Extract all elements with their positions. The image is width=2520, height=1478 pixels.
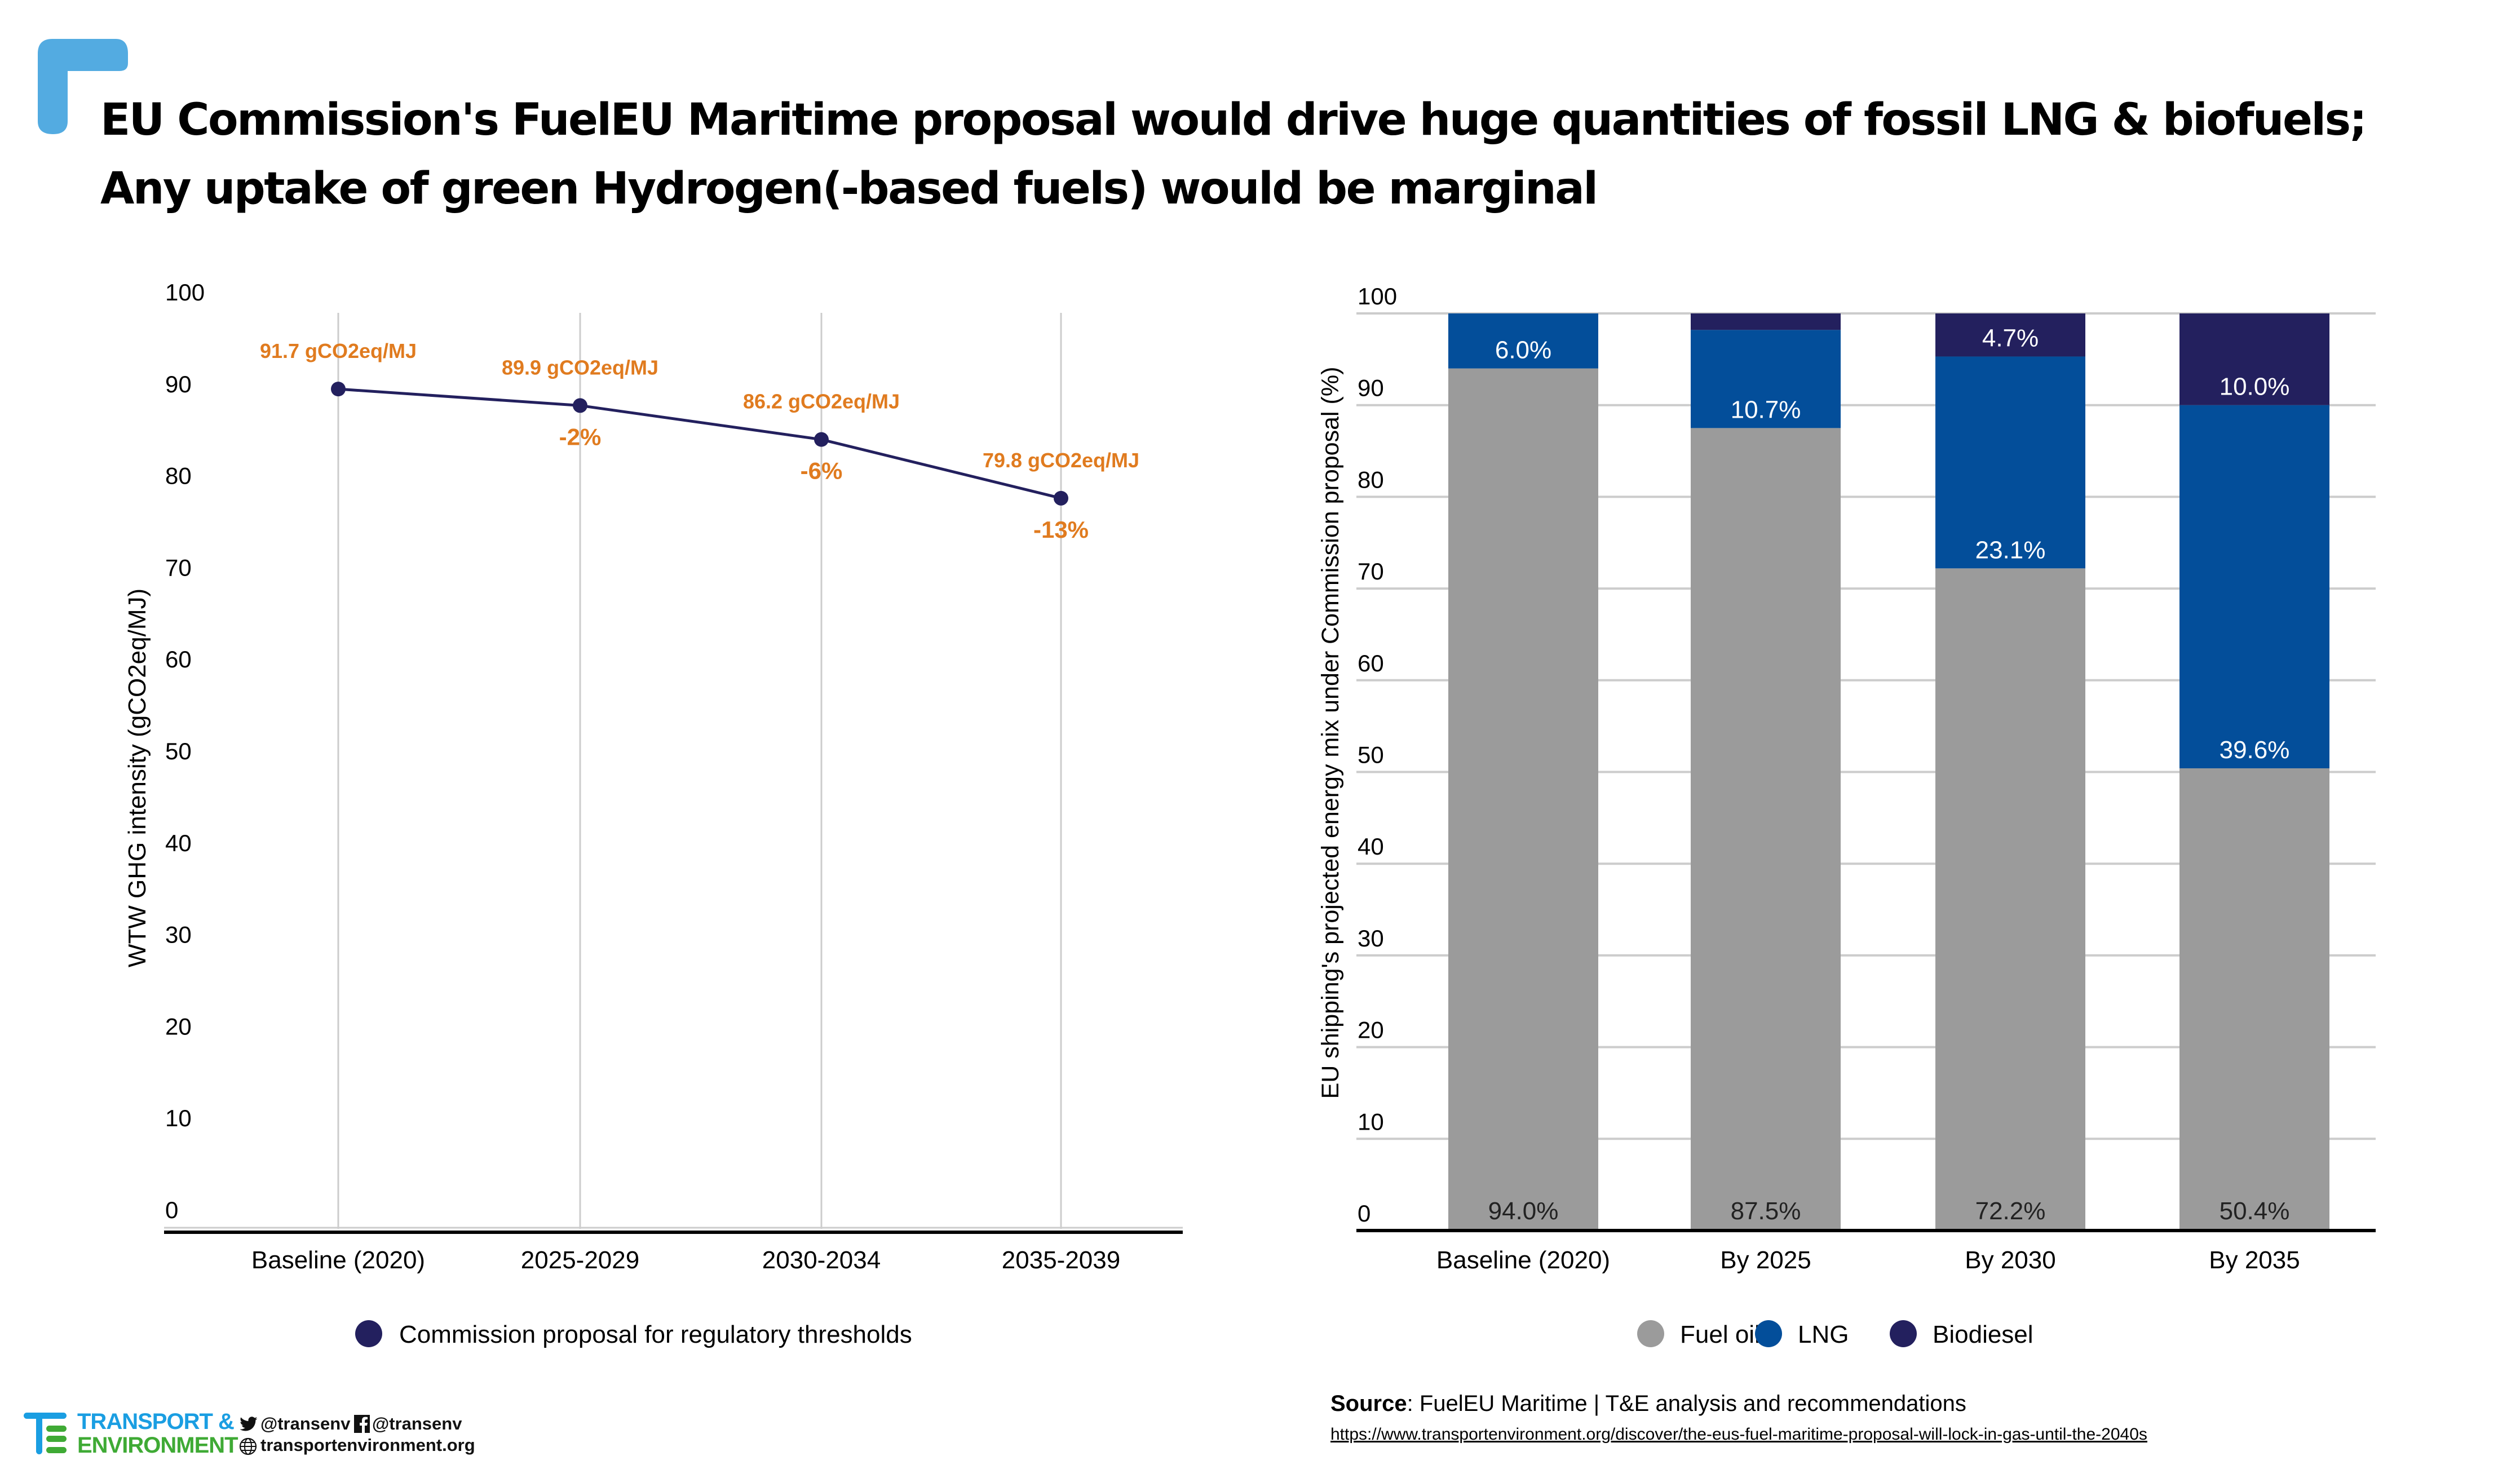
x-tick-label: By 2030 [1965,1246,2055,1274]
series-line-commission [338,387,1062,500]
te-logo-icon [24,1413,67,1454]
globe-icon [239,1437,257,1455]
bar-stack: 72.2% 23.1% 4.7% [1935,313,2085,1231]
bar-label-lng: 39.6% [2220,736,2290,764]
bar-label-fuel-oil: 72.2% [1975,1197,2046,1225]
y-tick-label: 60 [165,646,192,672]
bar-stack: 50.4% 39.6% 10.0% [2179,313,2329,1231]
data-point [331,382,346,397]
y-tick-label: 40 [165,830,192,856]
y-tick-label: 30 [1358,925,1384,952]
value-label: 79.8 gCO2eq/MJ [983,449,1139,472]
y-tick-label: 0 [165,1197,178,1223]
legend-label-biodiesel: Biodiesel [1933,1321,2033,1348]
facebook-handle[interactable]: @transenv [372,1414,462,1433]
y-tick-label: 50 [1358,742,1384,768]
x-tick-label: 2025-2029 [521,1246,639,1274]
bar-segment-fuel-oil [1448,368,1598,1231]
legend-marker-commission [355,1320,382,1347]
bar-stack: 87.5% 10.7% [1691,313,1841,1231]
source-link[interactable]: https://www.transportenvironment.org/dis… [1330,1425,2147,1444]
chart-title-line-1: EU Commission's FuelEU Maritime proposal… [100,95,2367,145]
x-tick-label: By 2035 [2209,1246,2300,1274]
bar-label-lng: 23.1% [1975,536,2046,564]
x-tick-label: Baseline (2020) [1436,1246,1610,1274]
line-legend: Commission proposal for regulatory thres… [355,1320,912,1348]
bar-label-fuel-oil: 50.4% [2220,1197,2290,1225]
y-tick-label: 60 [1358,650,1384,676]
y-tick-label: 80 [165,463,192,489]
legend-label-lng: LNG [1798,1321,1849,1348]
legend-marker-fuel-oil [1637,1320,1664,1347]
y-tick-label: 80 [1358,466,1384,493]
value-label: 86.2 gCO2eq/MJ [743,390,900,413]
value-label: 89.9 gCO2eq/MJ [502,356,658,379]
chart-title-line-2: Any uptake of green Hydrogen(-based fuel… [100,163,1598,214]
x-tick-label: 2035-2039 [1002,1246,1120,1274]
y-tick-label: 90 [1358,375,1384,401]
x-tick-label: Baseline (2020) [251,1246,425,1274]
y-tick-label: 30 [165,922,192,948]
bar-segment-fuel-oil [1935,568,2085,1231]
twitter-handle[interactable]: @transenv [260,1414,351,1433]
twitter-icon [240,1417,258,1431]
change-label: -2% [559,423,602,450]
source-note: Source: FuelEU Maritime | T&E analysis a… [1330,1391,1966,1417]
y-tick-label: 0 [1358,1200,1370,1227]
legend-marker-lng [1755,1320,1782,1347]
y-tick-label: 90 [165,371,192,397]
y-tick-label: 20 [1358,1017,1384,1043]
logo-text-environment: ENVIRONMENT [77,1433,238,1458]
bar-segment-fuel-oil [1691,428,1841,1231]
bar-segment-biodiesel [2179,313,2329,405]
source-text: : FuelEU Maritime | T&E analysis and rec… [1407,1391,1966,1416]
line-chart: 0 10 20 30 40 50 60 70 80 90 100 WTW GHG intensity… [123,279,1183,1348]
y-tick-label: 50 [165,738,192,764]
data-point [573,398,587,413]
y-tick-label: 10 [1358,1108,1384,1135]
source-label: Source [1330,1391,1407,1416]
facebook-icon [354,1415,370,1433]
y-tick-label: 70 [1358,558,1384,585]
y-axis-label: WTW GHG intensity (gCO2eq/MJ) [123,588,151,967]
y-tick-label: 100 [165,279,205,306]
bar-label-biodiesel: 10.0% [2220,373,2290,401]
bar-label-biodiesel: 4.7% [1982,324,2039,352]
value-label: 91.7 gCO2eq/MJ [260,339,417,362]
bar-segment-lng [1448,313,1598,369]
y-axis-label: EU shipping's projected energy mix under… [1317,367,1344,1099]
x-tick-label: By 2025 [1720,1246,1811,1274]
data-point [1054,490,1068,506]
bar-label-lng: 6.0% [1495,337,1551,364]
bar-segment-lng [1935,356,2085,569]
bar-segment-lng [2179,405,2329,768]
data-point [814,432,829,447]
website-link[interactable]: transportenvironment.org [260,1435,475,1455]
bar-segment-biodiesel [1691,313,1841,330]
legend-label-fuel-oil: Fuel oil [1680,1321,1760,1348]
y-tick-label: 20 [165,1013,192,1039]
logo-text-transport: TRANSPORT & [77,1409,235,1434]
y-tick-label: 100 [1358,283,1397,309]
legend-label-commission: Commission proposal for regulatory thres… [399,1321,912,1348]
bar-segment-lng [1691,330,1841,428]
bar-segment-biodiesel [1935,313,2085,357]
bar-stack: 94.0% 6.0% [1448,313,1598,1231]
bar-label-fuel-oil: 87.5% [1731,1197,1801,1225]
bar-segment-fuel-oil [2179,768,2329,1231]
y-tick-label: 40 [1358,833,1384,860]
bar-label-fuel-oil: 94.0% [1488,1197,1559,1225]
corner-accent-icon [38,39,128,134]
bar-legend: Fuel oil LNG Biodiesel [1637,1320,2033,1348]
bar-label-lng: 10.7% [1731,396,1801,423]
x-tick-label: 2030-2034 [762,1246,881,1274]
change-label: -6% [801,458,843,484]
change-label: -13% [1033,516,1089,543]
y-tick-label: 10 [165,1105,192,1131]
stacked-bar-chart: 0 10 20 30 40 50 60 70 80 90 100 EU shipping's pro… [1317,283,2376,1348]
y-tick-label: 70 [165,554,192,581]
legend-marker-biodiesel [1890,1320,1917,1347]
